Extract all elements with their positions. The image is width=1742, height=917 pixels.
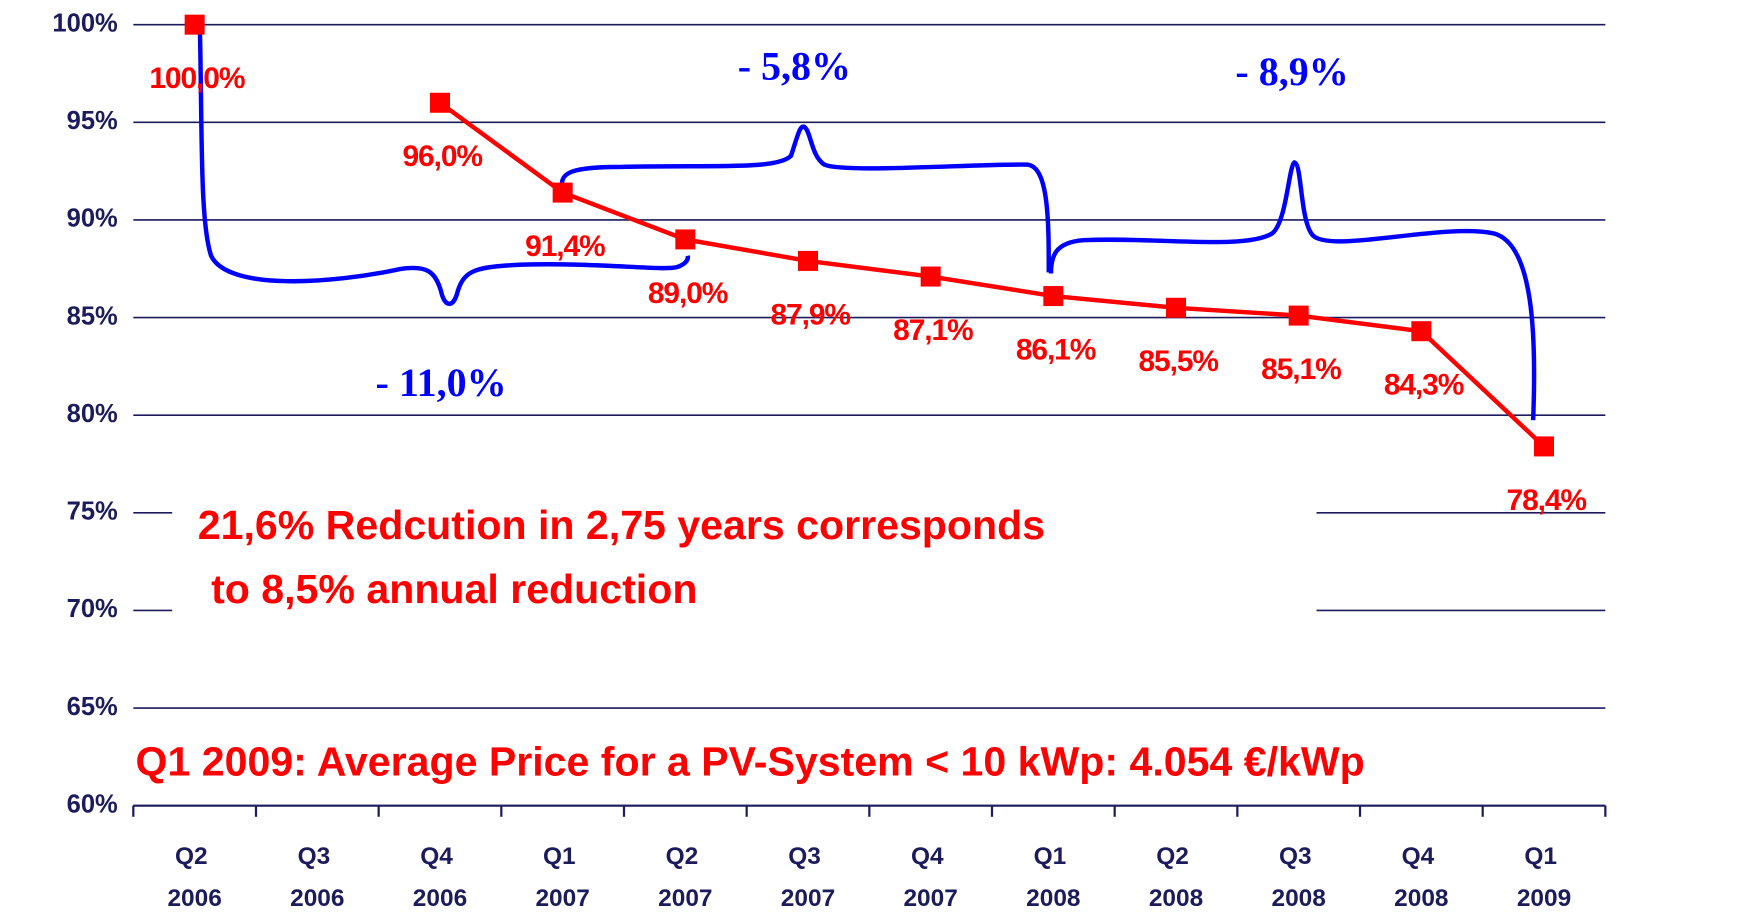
y-tick-label: 65%	[67, 693, 118, 721]
x-tick-label: Q1 2009	[1517, 843, 1571, 912]
x-tick-line: 2006	[290, 886, 344, 913]
annotation: - 5,8%	[738, 43, 851, 88]
brace	[559, 124, 1051, 273]
data-label: 87,1%	[893, 314, 973, 347]
y-tick-label: 95%	[67, 107, 118, 135]
marker	[184, 14, 205, 35]
x-tick-line: Q3	[1279, 843, 1318, 870]
data-label: 86,1%	[1016, 334, 1096, 367]
brace	[197, 33, 691, 306]
x-tick-label: Q3 2006	[290, 843, 344, 912]
x-tick-line: Q2	[666, 843, 705, 870]
x-tick-line: 2009	[1517, 886, 1571, 913]
x-tick-label: Q3 2007	[781, 843, 835, 912]
x-tick-line: Q3	[788, 843, 827, 870]
note-line: to 8,5% annual reduction	[211, 566, 697, 612]
marker	[798, 250, 818, 271]
x-tick-label: Q2 2006	[167, 843, 221, 912]
data-label: 84,3%	[1384, 369, 1464, 402]
x-tick-line: Q4	[911, 843, 950, 870]
y-tick-label: 80%	[67, 400, 118, 428]
x-tick-line: 2007	[535, 886, 589, 913]
x-tick-label: Q4 2008	[1394, 843, 1448, 912]
x-tick-line: 2007	[903, 886, 957, 913]
braces	[197, 33, 1537, 421]
data-label: 85,5%	[1138, 345, 1218, 378]
x-tick-line: Q2	[175, 843, 214, 870]
marker	[1534, 436, 1555, 457]
marker	[429, 92, 450, 113]
x-tick-label: Q3 2008	[1271, 843, 1325, 912]
x-tick-label: Q1 2007	[535, 843, 589, 912]
marker	[675, 229, 696, 250]
marker	[1411, 321, 1432, 342]
note-background	[172, 494, 1317, 631]
brace	[1048, 160, 1537, 421]
x-tick-label: Q2 2007	[658, 843, 712, 912]
x-tick-line: 2008	[1026, 886, 1080, 913]
x-tick-line: 2007	[781, 886, 835, 913]
y-tick-label: 90%	[67, 205, 118, 233]
x-tick-line: Q3	[298, 843, 337, 870]
data-label: 91,4%	[525, 230, 605, 263]
marker	[552, 182, 573, 203]
x-tick-line: Q1	[1034, 843, 1073, 870]
x-tick-line: Q1	[1524, 843, 1563, 870]
x-tick-label: Q1 2008	[1026, 843, 1080, 912]
x-tick-line: 2007	[658, 886, 712, 913]
y-tick-label: 85%	[67, 302, 118, 330]
data-label: 100,0%	[149, 62, 244, 95]
x-tick-line: 2008	[1394, 886, 1448, 913]
annotation: - 8,9%	[1235, 49, 1348, 94]
x-tick-label: Q4 2007	[903, 843, 957, 912]
data-label: 89,0%	[648, 277, 728, 310]
x-tick-label: Q4 2006	[413, 843, 467, 912]
x-tick-line: Q2	[1156, 843, 1195, 870]
x-tick-line: Q4	[420, 843, 459, 870]
data-label: 96,0%	[402, 140, 482, 173]
x-tick-label: Q2 2008	[1149, 843, 1203, 912]
x-tick-line: 2008	[1271, 886, 1325, 913]
price-note: Q1 2009: Average Price for a PV-System <…	[136, 738, 1365, 784]
y-tick-label: 100%	[52, 9, 118, 37]
marker	[1166, 297, 1187, 318]
x-tick-line: 2008	[1149, 886, 1203, 913]
marker	[1043, 286, 1064, 307]
x-tick-line: 2006	[413, 886, 467, 913]
x-tick-line: Q1	[543, 843, 582, 870]
grid-layer: 60% 65% 70% 75% 80% 85% 90% 95% 100%	[52, 9, 1607, 818]
note-line: 21,6% Redcution in 2,75 years correspond…	[198, 502, 1045, 548]
x-tick-line: Q4	[1402, 843, 1441, 870]
y-tick-label: 60%	[67, 790, 118, 818]
marker	[920, 266, 941, 287]
data-label: 87,9%	[770, 298, 850, 331]
data-label: 85,1%	[1261, 353, 1341, 386]
series-line	[438, 100, 1546, 449]
y-tick-label: 75%	[67, 498, 118, 526]
x-tick-line: 2006	[167, 886, 221, 913]
data-label: 78,4%	[1507, 484, 1587, 517]
y-tick-label: 70%	[67, 595, 118, 623]
annotation: - 11,0%	[376, 360, 507, 405]
marker	[1288, 305, 1309, 326]
